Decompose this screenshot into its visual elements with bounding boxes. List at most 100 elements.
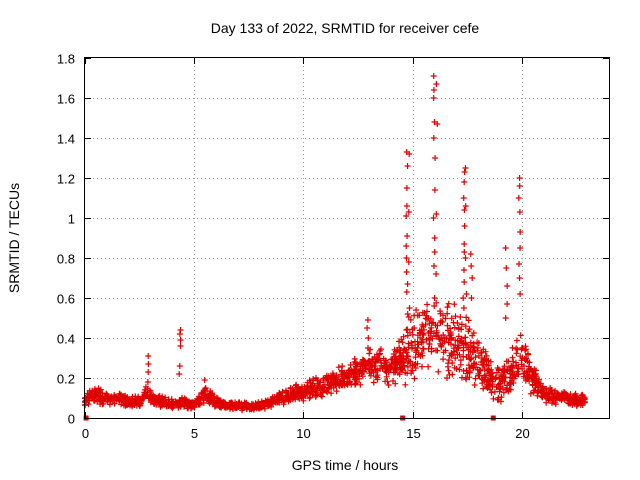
data-point <box>399 367 406 374</box>
data-point <box>319 385 325 392</box>
data-point <box>519 366 526 372</box>
data-point <box>551 390 558 397</box>
data-point <box>447 332 454 339</box>
data-point <box>403 289 410 295</box>
data-point <box>182 399 189 406</box>
data-point <box>404 332 411 339</box>
data-point <box>452 355 459 362</box>
data-point <box>327 376 334 383</box>
data-point <box>488 389 495 396</box>
data-point <box>461 179 468 185</box>
data-point <box>205 393 212 400</box>
data-point <box>516 175 523 181</box>
data-point <box>433 211 440 217</box>
data-point <box>136 397 143 404</box>
data-point <box>196 401 203 408</box>
y-tick-label: 1.8 <box>57 52 75 67</box>
data-point <box>366 358 373 364</box>
data-point <box>93 387 100 394</box>
data-point <box>431 303 438 309</box>
data-point <box>142 383 149 390</box>
y-tick-label: 0.8 <box>57 252 75 267</box>
x-tick-label: 10 <box>296 426 310 441</box>
data-point <box>529 368 536 375</box>
data-point <box>547 387 554 394</box>
data-point <box>431 249 438 255</box>
data-point <box>351 355 358 362</box>
data-point <box>403 269 410 275</box>
data-point <box>462 340 469 347</box>
data-point <box>431 187 438 193</box>
data-point <box>95 393 102 400</box>
data-point <box>404 163 411 169</box>
data-point <box>254 402 261 409</box>
data-point <box>448 315 455 322</box>
data-point <box>125 396 131 402</box>
data-point <box>136 402 143 409</box>
data-point <box>333 388 340 395</box>
data-point <box>405 353 411 360</box>
data-point <box>502 245 509 251</box>
data-point <box>446 371 453 378</box>
data-point <box>287 384 294 391</box>
data-point <box>421 310 428 316</box>
data-point <box>445 300 452 307</box>
data-point <box>509 375 516 382</box>
data-point <box>472 364 479 371</box>
data-point <box>507 379 514 386</box>
data-point <box>435 368 442 375</box>
data-point <box>475 340 482 346</box>
data-point <box>501 363 508 370</box>
data-point <box>404 281 411 287</box>
data-point <box>373 373 379 380</box>
data-point <box>468 263 475 269</box>
data-point <box>444 304 451 311</box>
data-point <box>338 371 345 378</box>
data-point <box>161 397 168 404</box>
data-point <box>430 215 437 221</box>
data-point <box>382 357 389 364</box>
data-point <box>430 330 437 337</box>
data-point <box>357 381 364 388</box>
data-point <box>467 356 474 363</box>
data-point <box>399 363 406 370</box>
data-point <box>276 390 283 397</box>
data-point <box>574 401 581 408</box>
data-point <box>475 372 482 379</box>
data-point <box>323 388 330 395</box>
data-point <box>211 399 218 406</box>
data-point <box>478 355 485 361</box>
data-point <box>430 135 437 141</box>
data-point <box>409 362 416 369</box>
data-point <box>385 369 392 375</box>
data-point <box>279 394 286 401</box>
data-point <box>372 359 378 366</box>
data-point <box>487 358 494 365</box>
data-point <box>415 341 422 348</box>
data-point <box>381 363 387 370</box>
data-point <box>483 352 490 359</box>
y-axis-label: SRMTID / TECUs <box>6 183 22 293</box>
data-point <box>378 346 384 353</box>
data-point <box>463 367 470 374</box>
data-point <box>412 349 419 356</box>
data-point <box>492 376 499 383</box>
data-point <box>442 315 449 322</box>
data-point <box>309 383 316 390</box>
data-point <box>515 195 522 201</box>
data-point <box>144 379 151 385</box>
data-point <box>516 275 523 281</box>
data-point <box>177 343 184 349</box>
data-point <box>289 388 296 395</box>
data-point <box>469 275 476 281</box>
data-point <box>403 243 410 249</box>
data-point <box>519 354 526 361</box>
data-point <box>310 377 317 384</box>
data-point <box>260 400 267 407</box>
data-point <box>462 323 469 330</box>
data-point <box>433 271 440 277</box>
data-point <box>479 361 486 368</box>
data-point <box>565 392 572 399</box>
data-point <box>396 338 402 345</box>
data-point <box>513 362 520 369</box>
